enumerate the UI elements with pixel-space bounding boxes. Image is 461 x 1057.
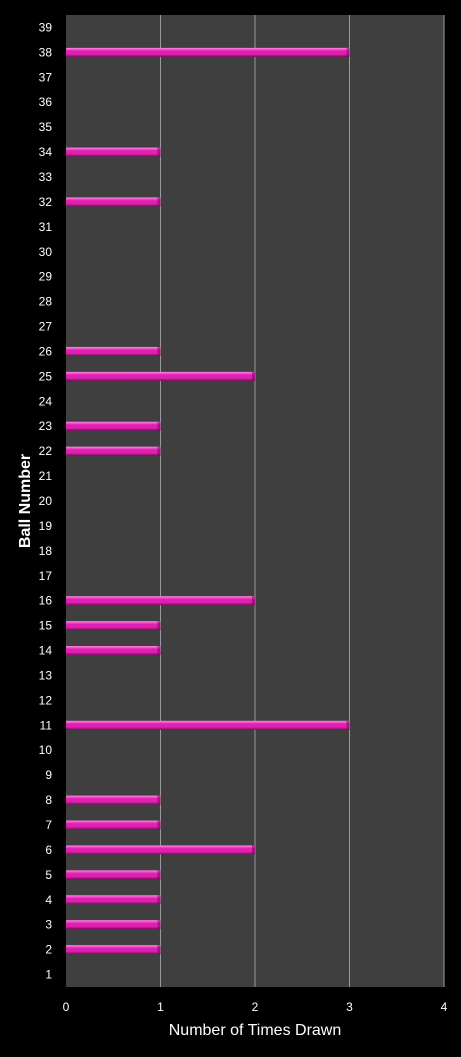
bar-end-cap — [157, 945, 161, 955]
bar-ball-38 — [66, 47, 350, 57]
bar-end-cap — [157, 197, 161, 207]
bar-end-cap — [252, 596, 255, 606]
y-tick-label: 39 — [39, 20, 53, 34]
bar-ball-34 — [66, 147, 161, 157]
y-tick-label: 12 — [39, 693, 53, 707]
y-tick-label: 24 — [39, 394, 53, 408]
y-tick-label: 37 — [39, 70, 53, 84]
bar-ball-6 — [66, 845, 255, 855]
y-tick-label: 36 — [39, 95, 53, 109]
x-axis-title: Number of Times Drawn — [169, 1022, 342, 1039]
bar-layer — [66, 47, 350, 955]
y-tick-label: 14 — [39, 644, 53, 658]
y-tick-label: 3 — [45, 918, 52, 932]
bar-ball-5 — [66, 870, 161, 880]
y-tick-label: 27 — [39, 320, 53, 334]
bar-ball-8 — [66, 795, 161, 805]
y-tick-labels: 1234567891011121314151617181920212223242… — [39, 20, 53, 981]
bar-end-cap — [157, 795, 161, 805]
y-tick-label: 19 — [39, 519, 53, 533]
bar-end-cap — [157, 920, 161, 930]
y-tick-label: 16 — [39, 594, 53, 608]
y-tick-label: 6 — [45, 843, 52, 857]
bar-ball-16 — [66, 596, 255, 606]
bar-ball-14 — [66, 646, 161, 656]
y-tick-label: 2 — [45, 943, 52, 957]
y-tick-label: 18 — [39, 544, 53, 558]
x-tick-label: 0 — [63, 1000, 70, 1014]
bar-end-cap — [157, 446, 161, 456]
bar-end-cap — [157, 820, 161, 830]
bar-ball-25 — [66, 371, 255, 381]
y-tick-label: 7 — [45, 818, 52, 832]
y-tick-label: 21 — [39, 469, 53, 483]
bar-end-cap — [157, 621, 161, 631]
bar-ball-23 — [66, 421, 161, 431]
bar-ball-32 — [66, 197, 161, 207]
y-tick-label: 20 — [39, 494, 53, 508]
bar-end-cap — [252, 371, 255, 381]
x-tick-label: 1 — [157, 1000, 164, 1014]
y-tick-label: 31 — [39, 220, 53, 234]
y-tick-label: 28 — [39, 295, 53, 309]
bar-ball-3 — [66, 920, 161, 930]
bar-ball-26 — [66, 346, 161, 356]
x-tick-label: 4 — [441, 1000, 448, 1014]
y-tick-label: 17 — [39, 569, 53, 583]
y-tick-label: 22 — [39, 444, 53, 458]
bar-end-cap — [157, 147, 161, 157]
y-tick-label: 38 — [39, 45, 53, 59]
x-tick-label: 2 — [252, 1000, 259, 1014]
y-tick-label: 26 — [39, 344, 53, 358]
y-tick-label: 11 — [40, 718, 53, 732]
y-axis-title: Ball Number — [17, 454, 34, 548]
bar-end-cap — [157, 895, 161, 905]
y-tick-label: 25 — [39, 369, 53, 383]
bar-ball-2 — [66, 945, 161, 955]
y-tick-label: 33 — [39, 170, 53, 184]
bar-end-cap — [157, 346, 161, 356]
y-tick-label: 4 — [45, 893, 52, 907]
x-tick-labels: 0 1 2 3 4 — [63, 1000, 448, 1014]
y-tick-label: 29 — [39, 270, 53, 284]
y-tick-label: 10 — [39, 743, 53, 757]
y-tick-label: 30 — [39, 245, 53, 259]
y-tick-label: 9 — [45, 768, 52, 782]
y-tick-label: 1 — [45, 968, 52, 982]
bar-end-cap — [346, 720, 350, 730]
y-tick-label: 8 — [45, 793, 52, 807]
y-tick-label: 35 — [39, 120, 53, 134]
y-tick-label: 23 — [39, 419, 53, 433]
bar-ball-7 — [66, 820, 161, 830]
y-tick-label: 15 — [39, 619, 53, 633]
bar-ball-15 — [66, 621, 161, 631]
bar-ball-22 — [66, 446, 161, 456]
x-tick-label: 3 — [346, 1000, 353, 1014]
bar-ball-11 — [66, 720, 350, 730]
bar-ball-4 — [66, 895, 161, 905]
y-tick-label: 13 — [39, 668, 53, 682]
y-tick-label: 34 — [39, 145, 53, 159]
bar-end-cap — [157, 870, 161, 880]
y-tick-label: 32 — [39, 195, 53, 209]
y-tick-label: 5 — [45, 868, 52, 882]
bar-end-cap — [157, 421, 161, 431]
bar-end-cap — [157, 646, 161, 656]
bar-end-cap — [252, 845, 255, 855]
bar-end-cap — [346, 47, 350, 57]
